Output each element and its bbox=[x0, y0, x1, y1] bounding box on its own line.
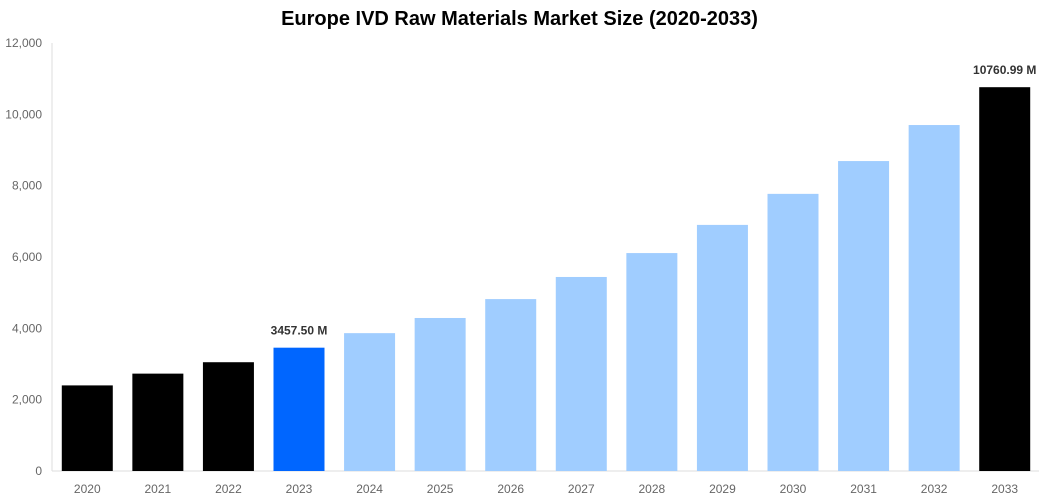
data-label: 3457.50 M bbox=[271, 324, 328, 338]
bar-2021 bbox=[132, 373, 184, 471]
x-tick-label: 2020 bbox=[74, 482, 101, 496]
x-tick-label: 2024 bbox=[356, 482, 383, 496]
y-tick-label: 8,000 bbox=[12, 179, 42, 193]
x-tick-label: 2030 bbox=[780, 482, 807, 496]
y-tick-label: 4,000 bbox=[12, 321, 42, 335]
data-label: 10760.99 M bbox=[973, 63, 1036, 77]
x-tick-label: 2031 bbox=[850, 482, 877, 496]
x-tick-label: 2027 bbox=[568, 482, 595, 496]
bar-2028 bbox=[626, 253, 678, 471]
x-tick-label: 2026 bbox=[497, 482, 524, 496]
bar-2032 bbox=[908, 125, 960, 472]
x-tick-label: 2029 bbox=[709, 482, 736, 496]
y-tick-label: 12,000 bbox=[5, 36, 42, 50]
x-tick-label: 2032 bbox=[921, 482, 948, 496]
chart-title: Europe IVD Raw Materials Market Size (20… bbox=[281, 8, 758, 30]
bar-2031 bbox=[838, 161, 890, 471]
bar-2026 bbox=[485, 299, 537, 471]
x-tick-label: 2028 bbox=[639, 482, 666, 496]
bar-2030 bbox=[767, 193, 819, 471]
x-tick-label: 2022 bbox=[215, 482, 242, 496]
bar-2020 bbox=[61, 385, 113, 471]
y-tick-label: 6,000 bbox=[12, 250, 42, 264]
bar-2025 bbox=[414, 317, 466, 471]
bar-2033 bbox=[979, 87, 1031, 472]
x-tick-label: 2021 bbox=[145, 482, 172, 496]
x-tick-label: 2033 bbox=[991, 482, 1018, 496]
bar-2022 bbox=[202, 362, 254, 471]
bar-2023 bbox=[273, 347, 325, 471]
x-tick-label: 2023 bbox=[286, 482, 313, 496]
bar-2029 bbox=[696, 224, 748, 471]
y-tick-label: 0 bbox=[35, 464, 42, 478]
x-tick-label: 2025 bbox=[427, 482, 454, 496]
bar-2024 bbox=[344, 333, 396, 471]
y-tick-label: 2,000 bbox=[12, 393, 42, 407]
bar-2027 bbox=[555, 276, 607, 471]
y-tick-label: 10,000 bbox=[5, 107, 42, 121]
